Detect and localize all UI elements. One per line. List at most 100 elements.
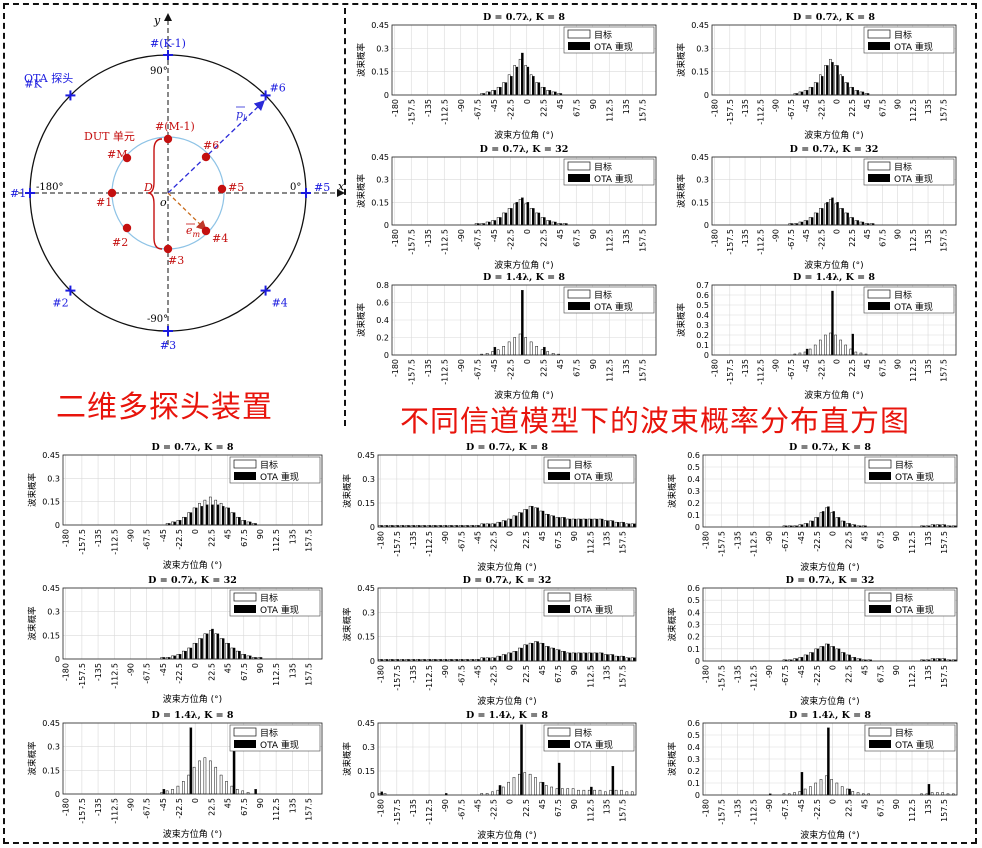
target-bar xyxy=(846,523,849,528)
y-tick-label: 0 xyxy=(384,351,389,360)
ota-bar xyxy=(493,90,497,96)
x-tick-label: -67.5 xyxy=(457,665,466,686)
y-tick-label: 0.2 xyxy=(687,499,700,508)
x-tick-label: -67.5 xyxy=(473,229,482,250)
x-tick-label: 112.5 xyxy=(272,663,281,686)
ota-bar xyxy=(836,65,839,96)
x-tick-label: 90 xyxy=(256,663,265,673)
x-tick-label: -180 xyxy=(377,531,386,549)
legend-target-swatch xyxy=(567,161,591,171)
x-tick-label: -90 xyxy=(457,229,466,242)
x-tick-label: -90 xyxy=(441,665,450,678)
target-bar xyxy=(529,74,533,96)
ota-bar xyxy=(520,512,523,528)
target-bar xyxy=(834,203,837,226)
target-bar xyxy=(540,86,544,96)
x-axis-label: 波束方位角 (°) xyxy=(800,561,859,573)
ota-bar xyxy=(178,520,182,526)
y-tick-label: 0.45 xyxy=(357,451,375,460)
angle-0-label: 0° xyxy=(290,182,301,193)
target-bar xyxy=(214,766,218,795)
target-bar xyxy=(528,642,532,662)
y-tick-label: 0.45 xyxy=(691,21,709,30)
y-tick-label: 0.2 xyxy=(696,331,709,340)
target-bar xyxy=(577,652,580,662)
target-bar xyxy=(192,642,196,660)
x-axis-label: 波束方位角 (°) xyxy=(163,693,222,705)
y-tick-label: 0.4 xyxy=(696,311,709,320)
legend-target-swatch xyxy=(547,592,571,602)
y-tick-label: 0.2 xyxy=(376,334,389,343)
legend-ota-label: OTA 重现 xyxy=(594,301,633,313)
x-tick-label: 157.5 xyxy=(939,229,948,252)
x-tick-label: 22.5 xyxy=(539,359,548,377)
x-tick-label: -157.5 xyxy=(407,229,416,255)
target-bar xyxy=(480,657,484,662)
histogram-panel: 0 0.15 0.3 0.45 -180 -157.5 -135 -112.5 -90 -67.5… xyxy=(342,442,637,573)
x-tick-label: -180 xyxy=(711,99,720,117)
ota-bar xyxy=(232,512,236,526)
y-tick-label: 0.45 xyxy=(371,21,389,30)
target-bar xyxy=(808,217,812,226)
x-tick-label: -180 xyxy=(377,665,386,683)
ota-bar xyxy=(806,523,809,528)
ota-bar xyxy=(927,784,931,796)
target-bar xyxy=(609,789,613,796)
em-vector xyxy=(167,192,207,231)
dut-labels: #(M-1) #M #6 #5 #1 #2 #3 #4 xyxy=(96,120,244,267)
target-bar xyxy=(203,757,207,795)
x-tick-label: 67.5 xyxy=(240,529,249,547)
legend-ota-label: OTA 重现 xyxy=(574,739,613,751)
x-tick-label: 22.5 xyxy=(522,799,531,817)
legend-target-label: 目标 xyxy=(574,459,592,471)
ota-bar xyxy=(816,212,819,226)
y-tick-label: 0.3 xyxy=(47,608,60,617)
legend-target-label: 目标 xyxy=(895,727,913,739)
legend-target-swatch xyxy=(547,727,571,737)
x-tick-label: 0 xyxy=(191,798,200,803)
ota-bar xyxy=(826,65,829,96)
x-tick-label: 67.5 xyxy=(554,531,563,549)
legend-ota-label: OTA 重现 xyxy=(260,739,299,751)
ota-bar xyxy=(541,643,545,662)
x-tick-label: 45 xyxy=(863,99,872,109)
target-bar xyxy=(518,58,522,96)
x-tick-label: 90 xyxy=(256,529,265,539)
plot-frame xyxy=(702,587,958,662)
ota-bar xyxy=(811,652,814,662)
dut-unit-label: DUT 单元 xyxy=(84,130,135,143)
x-tick-label: 112.5 xyxy=(272,798,281,821)
x-tick-label: -90 xyxy=(457,359,466,372)
histogram-panel: 0 0.15 0.3 0.45 -180 -157.5 -135 -112.5 -90 -67.5… xyxy=(676,12,957,141)
y-tick-label: 0 xyxy=(704,351,709,360)
y-axis-label: 波束概率 xyxy=(667,474,678,509)
x-tick-label: 67.5 xyxy=(554,799,563,817)
probe-label: #6 xyxy=(270,81,286,94)
x-tick-label: -112.5 xyxy=(749,665,758,691)
x-tick-label: 0 xyxy=(523,229,532,234)
target-bar xyxy=(844,344,847,356)
target-bar xyxy=(587,518,591,528)
target-bar xyxy=(225,507,228,526)
target-bar xyxy=(844,212,847,226)
ota-bar xyxy=(531,506,534,528)
chart-title: D = 1.4λ, K = 8 xyxy=(483,272,565,283)
ota-bar xyxy=(526,202,530,226)
legend-ota-swatch xyxy=(868,302,890,310)
x-axis-label: x xyxy=(338,180,345,193)
x-tick-label: 0 xyxy=(833,99,842,104)
dut-elements xyxy=(107,134,227,254)
x-tick-label: -22.5 xyxy=(506,99,515,120)
histogram-panel: 0 0.15 0.3 0.45 -180 -157.5 -135 -112.5 -90 -67.5… xyxy=(676,144,957,271)
ota-bar xyxy=(810,217,814,226)
ota-bar xyxy=(568,518,572,528)
target-bar xyxy=(208,496,212,526)
legend-target-swatch xyxy=(233,459,257,469)
target-bar xyxy=(814,517,818,528)
ota-bar xyxy=(831,62,834,96)
x-axis-label: 波束方位角 (°) xyxy=(477,561,536,573)
x-tick-label: -22.5 xyxy=(175,798,184,819)
ota-bar xyxy=(504,212,508,226)
dut-dot xyxy=(107,188,117,198)
